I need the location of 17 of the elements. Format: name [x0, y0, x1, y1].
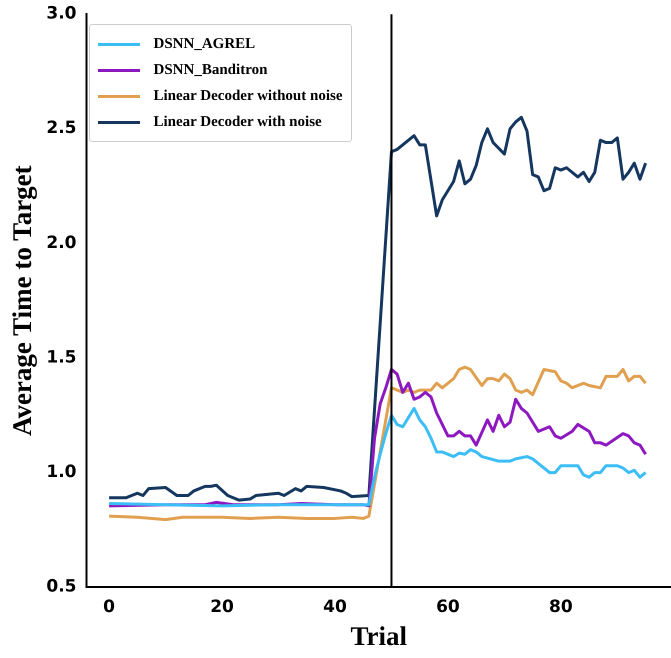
y-axis-title: Average Time to Target — [7, 165, 38, 436]
legend-label: Linear Decoder with noise — [154, 114, 322, 131]
y-tick-label: 2.5 — [46, 118, 77, 138]
legend-label: DSNN_Banditron — [154, 62, 268, 79]
legend-label: Linear Decoder without noise — [154, 88, 343, 105]
y-tick-label: 1.0 — [46, 462, 77, 482]
y-tick-label: 1.5 — [46, 347, 77, 368]
x-tick-label: 20 — [210, 596, 234, 617]
y-tick-label: 3.0 — [46, 4, 77, 24]
x-tick-label: 60 — [436, 596, 460, 617]
x-axis-title: Trial — [350, 620, 408, 651]
y-tick-label: 2.0 — [46, 232, 77, 253]
x-tick-label: 40 — [323, 596, 347, 617]
x-tick-label: 80 — [549, 596, 573, 617]
y-tick-label: 0.5 — [46, 576, 77, 597]
x-tick-label: 0 — [103, 596, 116, 617]
legend-label: DSNN_AGREL — [154, 36, 256, 53]
